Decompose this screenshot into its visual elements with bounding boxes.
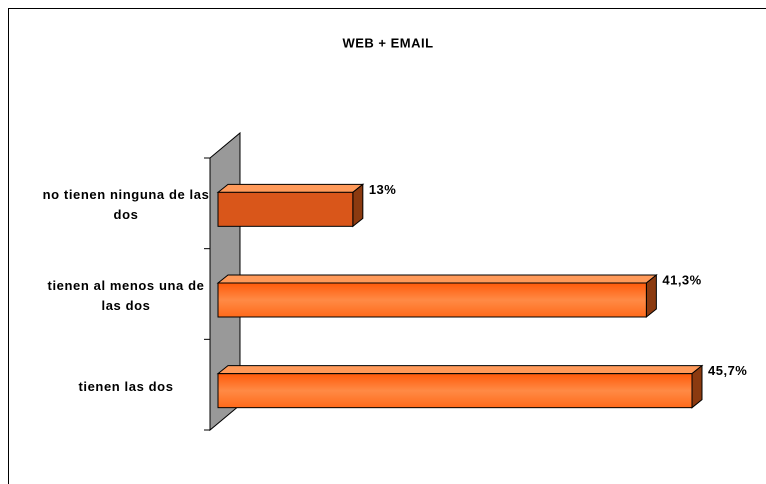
chart-title: WEB + EMAIL [342, 35, 433, 50]
bar-top [216, 274, 658, 284]
bar-front [217, 373, 693, 409]
bar-top [216, 365, 704, 375]
chart-frame [8, 8, 766, 484]
value-label: 13% [369, 182, 397, 197]
value-label: 41,3% [662, 272, 701, 287]
category-label: no tienen ninguna de las dos [42, 187, 210, 223]
bar-side [352, 183, 364, 228]
category-label: tienen las dos [78, 378, 174, 394]
bar [216, 183, 365, 228]
bar-side [691, 364, 703, 409]
bar [216, 273, 658, 319]
bar-side [645, 273, 657, 319]
bar-top [216, 183, 365, 193]
value-label: 45,7% [708, 363, 747, 378]
bar-front [217, 191, 354, 227]
bar [216, 364, 704, 409]
bar-front [217, 282, 647, 318]
category-label: tienen al menos una de las dos [47, 278, 205, 313]
